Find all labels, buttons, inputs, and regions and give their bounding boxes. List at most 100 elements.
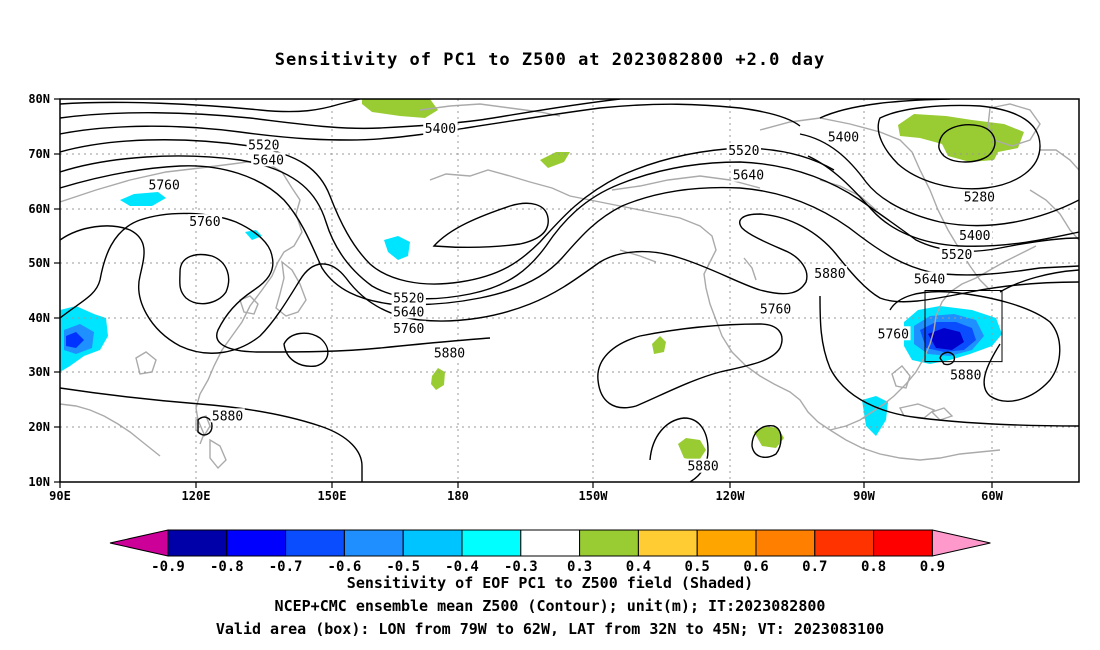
colorbar-label: 0.4 <box>626 559 651 575</box>
contour-line <box>60 165 1079 306</box>
contour-label: 5640 <box>733 169 764 184</box>
colorbar-label: -0.5 <box>386 559 420 575</box>
contour-label: 5400 <box>425 122 456 137</box>
colorbar-label: -0.8 <box>210 559 244 575</box>
contour-label-bg <box>962 189 997 204</box>
colorbar-label: -0.9 <box>151 559 185 575</box>
plot-frame <box>59 98 1080 483</box>
lon-tick-label: 90E <box>49 489 71 503</box>
contour-label-bg <box>391 304 426 319</box>
contour-label-bg <box>758 301 793 316</box>
colorbar-label: 0.8 <box>861 559 886 575</box>
contour-label-bg <box>826 129 861 144</box>
lat-axis-labels: 80N 70N 60N 50N 40N 30N 20N 10N <box>28 92 50 489</box>
colorbar-box <box>285 529 345 557</box>
colorbar-label: 0.6 <box>743 559 768 575</box>
lon-tick-label: 120E <box>182 489 211 503</box>
contour-line <box>60 213 1079 354</box>
contour-label: 5400 <box>828 130 859 145</box>
contour-label: 5520 <box>941 248 972 263</box>
colorbar-box <box>167 529 228 557</box>
contour-label: 5880 <box>950 368 981 383</box>
contour-labels: 5400 5520 5640 5760 5760 5520 5640 5760 5880 5880… <box>146 121 997 475</box>
contour-label-bg <box>391 290 426 305</box>
contour-label: 5760 <box>760 303 791 318</box>
lat-tick-label: 20N <box>28 420 50 434</box>
contour-label-bg <box>685 458 721 473</box>
contour-line <box>799 133 1079 227</box>
contour-line <box>60 139 835 285</box>
contour-label-bg <box>812 266 848 281</box>
footer-line-contour: NCEP+CMC ensemble mean Z500 (Contour); u… <box>274 597 826 615</box>
lon-tick-label: 150E <box>318 489 347 503</box>
lon-tick-label: 150W <box>579 489 609 503</box>
negative-patch <box>120 192 166 206</box>
contour-label-bg <box>957 227 993 242</box>
contour-label-bg <box>948 367 983 382</box>
lat-tick-label: 10N <box>28 475 50 489</box>
positive-patch <box>754 426 784 448</box>
map-title: Sensitivity of PC1 to Z500 at 2023082800… <box>274 50 826 70</box>
contour-label-bg <box>912 271 947 286</box>
lon-tick-label: 180 <box>447 489 469 503</box>
contour-line <box>889 290 1061 402</box>
contour-label: 5640 <box>914 273 945 288</box>
contour-label-bg <box>876 326 911 341</box>
positive-patch <box>652 336 666 354</box>
positive-patch <box>431 368 445 390</box>
lon-tick-label: 90W <box>853 489 875 503</box>
positive-patch <box>362 99 438 118</box>
contour-line <box>819 295 1079 427</box>
contour-label: 5760 <box>878 327 909 342</box>
colorbar-box <box>461 529 522 557</box>
lon-tick-label: 120W <box>716 489 746 503</box>
colorbar-label: 0.5 <box>685 559 710 575</box>
contour-line <box>877 104 1041 190</box>
lat-tick-label: 70N <box>28 147 50 161</box>
colorbar-label: 0.3 <box>567 559 592 575</box>
contour-line <box>999 269 1079 293</box>
contour-line <box>938 124 996 163</box>
contour-label: 5880 <box>212 409 243 424</box>
contour-label: 5520 <box>728 144 759 159</box>
contour-label: 5760 <box>393 322 424 337</box>
colorbar-box <box>226 529 287 557</box>
lat-lon-grid <box>60 99 1079 482</box>
color-bar: -0.9 -0.8 -0.7 -0.6 -0.5 -0.4 -0.3 0.3 0.4 0.5 0.6… <box>109 529 991 575</box>
positive-patch <box>898 114 1024 162</box>
colorbar-box <box>755 529 816 557</box>
contour-line <box>432 202 549 249</box>
colorbar-low-triangle <box>109 529 169 557</box>
contour-label-bg <box>423 121 458 136</box>
contour-line <box>60 212 491 353</box>
colorbar-box <box>637 529 698 557</box>
contour-label: 5880 <box>687 460 718 475</box>
contour-line <box>751 425 782 458</box>
lat-tick-label: 80N <box>28 92 50 106</box>
colorbar-label: -0.6 <box>328 559 362 575</box>
contour-label-bg <box>187 214 223 229</box>
lat-tick-label: 40N <box>28 311 50 325</box>
contour-label: 5520 <box>248 139 279 154</box>
contour-label-bg <box>731 167 766 182</box>
contour-label-bg <box>246 137 281 152</box>
lat-tick-label: 60N <box>28 202 50 216</box>
colorbar-high-triangle <box>931 529 991 557</box>
contour-line <box>60 99 621 130</box>
contour-label-bg <box>210 408 245 423</box>
colorbar-box <box>520 529 581 557</box>
lon-axis-labels: 90E 120E 150E 180 150W 120W 90W 60W <box>49 489 1003 503</box>
contour-label: 5280 <box>964 190 995 205</box>
colorbar-box <box>873 529 933 557</box>
contour-line <box>597 323 783 409</box>
negative-patch <box>384 236 410 260</box>
contour-line <box>179 253 230 305</box>
colorbar-box <box>343 529 404 557</box>
contour-line <box>60 387 363 482</box>
colorbar-label: 0.9 <box>920 559 945 575</box>
contour-label: 5760 <box>149 178 180 193</box>
contour-label: 5880 <box>434 346 465 361</box>
contour-line <box>939 351 956 366</box>
lon-tick-label: 60W <box>981 489 1003 503</box>
colorbar-box <box>814 529 875 557</box>
